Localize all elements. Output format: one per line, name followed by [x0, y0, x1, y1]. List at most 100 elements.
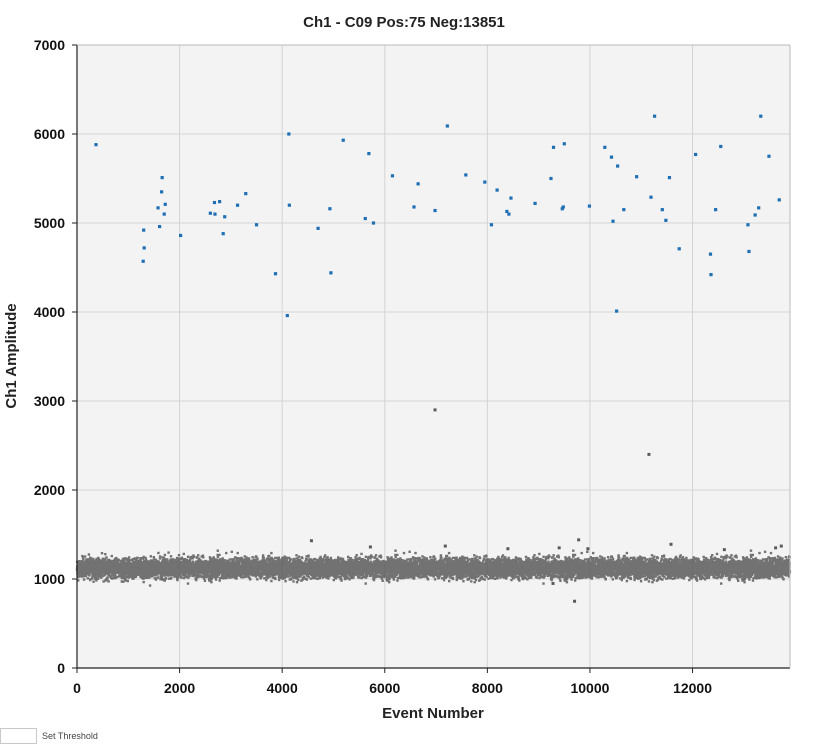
- positive-point-46: [560, 207, 564, 211]
- positive-point-48: [562, 142, 566, 146]
- y-axis-ticks: 0 1000 2000 3000 4000 5000 6000 7000: [34, 37, 77, 676]
- negative-point-7: [779, 544, 783, 548]
- negative-point-1: [647, 452, 651, 456]
- positive-point-47: [561, 205, 565, 209]
- positive-point-4: [156, 206, 160, 210]
- y-tick-label-6: 6000: [34, 126, 65, 142]
- positive-point-17: [235, 203, 240, 207]
- negative-droplets: [75, 549, 792, 587]
- x-tick-label-3: 6000: [369, 680, 400, 696]
- positive-point-52: [611, 219, 615, 223]
- x-tick-label-0: 0: [73, 680, 81, 696]
- x-axis-ticks: 0 2000 4000 6000 8000 10000 12000: [73, 668, 712, 696]
- x-tick-label-6: 12000: [673, 680, 712, 696]
- negative-point-8: [774, 546, 778, 550]
- positive-point-14: [218, 200, 222, 204]
- negative-point-6: [669, 542, 673, 546]
- positive-point-65: [709, 273, 713, 277]
- negative-point-4: [309, 539, 313, 543]
- positive-point-20: [273, 272, 278, 276]
- positive-point-21: [285, 313, 289, 318]
- negative-point-14: [722, 548, 726, 552]
- positive-point-72: [759, 114, 763, 118]
- negative-point-2: [573, 599, 577, 603]
- positive-point-10: [179, 233, 183, 238]
- positive-point-22: [287, 132, 291, 136]
- positive-point-49: [587, 204, 592, 208]
- positive-point-50: [603, 145, 607, 149]
- positive-point-44: [549, 176, 553, 181]
- gridlines: [77, 45, 790, 668]
- positive-droplets: [94, 114, 781, 318]
- y-tick-label-7: 7000: [34, 37, 65, 53]
- positive-point-1: [141, 259, 145, 263]
- y-axis-label: Ch1 Amplitude: [3, 303, 20, 408]
- positive-point-29: [367, 151, 371, 156]
- negative-outliers: [309, 408, 783, 603]
- positive-point-73: [767, 154, 771, 158]
- positive-point-74: [777, 198, 781, 202]
- positive-point-38: [489, 223, 494, 227]
- positive-point-32: [412, 205, 416, 209]
- positive-point-54: [616, 164, 620, 168]
- positive-point-16: [223, 215, 227, 219]
- set-threshold-label: Set Threshold: [42, 731, 98, 741]
- x-axis-label: Event Number: [382, 705, 484, 722]
- negative-point-12: [557, 546, 561, 550]
- positive-point-15: [221, 232, 225, 236]
- positive-point-34: [433, 208, 437, 213]
- positive-point-8: [162, 212, 166, 216]
- positive-point-13: [213, 212, 217, 216]
- positive-point-70: [753, 213, 757, 217]
- positive-point-39: [495, 188, 499, 192]
- positive-point-7: [160, 176, 164, 180]
- positive-point-63: [694, 152, 698, 157]
- positive-point-25: [328, 207, 332, 211]
- positive-point-42: [509, 196, 513, 200]
- negative-point-3: [551, 581, 555, 585]
- y-tick-label-3: 3000: [34, 393, 65, 409]
- positive-point-60: [664, 218, 668, 222]
- positive-point-68: [746, 223, 750, 227]
- positive-point-30: [371, 221, 376, 225]
- positive-point-53: [615, 309, 619, 313]
- positive-point-45: [551, 145, 556, 149]
- positive-point-12: [212, 200, 217, 205]
- positive-point-36: [464, 173, 468, 177]
- positive-point-35: [445, 124, 449, 128]
- positive-point-64: [708, 252, 713, 256]
- positive-point-69: [747, 249, 751, 254]
- x-tick-label-5: 10000: [570, 680, 609, 696]
- positive-point-41: [507, 212, 511, 216]
- negative-point-13: [586, 547, 590, 551]
- positive-point-9: [163, 202, 167, 206]
- threshold-input[interactable]: [0, 728, 37, 744]
- positive-point-61: [667, 176, 672, 180]
- positive-point-67: [719, 144, 723, 149]
- positive-point-71: [757, 206, 761, 210]
- y-tick-label-2: 2000: [34, 482, 65, 498]
- x-tick-label-4: 8000: [472, 680, 503, 696]
- positive-point-31: [390, 174, 395, 178]
- positive-point-57: [649, 195, 653, 199]
- positive-point-5: [157, 224, 162, 229]
- positive-point-33: [416, 182, 420, 186]
- negative-point-10: [443, 544, 447, 548]
- negative-point-0: [433, 408, 437, 412]
- positive-point-18: [244, 192, 248, 196]
- positive-point-62: [677, 247, 681, 251]
- negative-band: [75, 549, 792, 587]
- positive-point-51: [609, 155, 614, 159]
- x-tick-label-2: 4000: [267, 680, 298, 696]
- positive-point-0: [94, 143, 98, 147]
- negative-point-11: [506, 547, 510, 551]
- positive-point-27: [341, 138, 345, 142]
- positive-point-58: [652, 114, 657, 118]
- axes: [76, 44, 791, 669]
- y-tick-label-4: 4000: [34, 304, 65, 320]
- positive-point-56: [635, 175, 639, 179]
- positive-point-43: [533, 201, 537, 206]
- positive-point-26: [329, 271, 333, 275]
- positive-point-28: [363, 216, 367, 221]
